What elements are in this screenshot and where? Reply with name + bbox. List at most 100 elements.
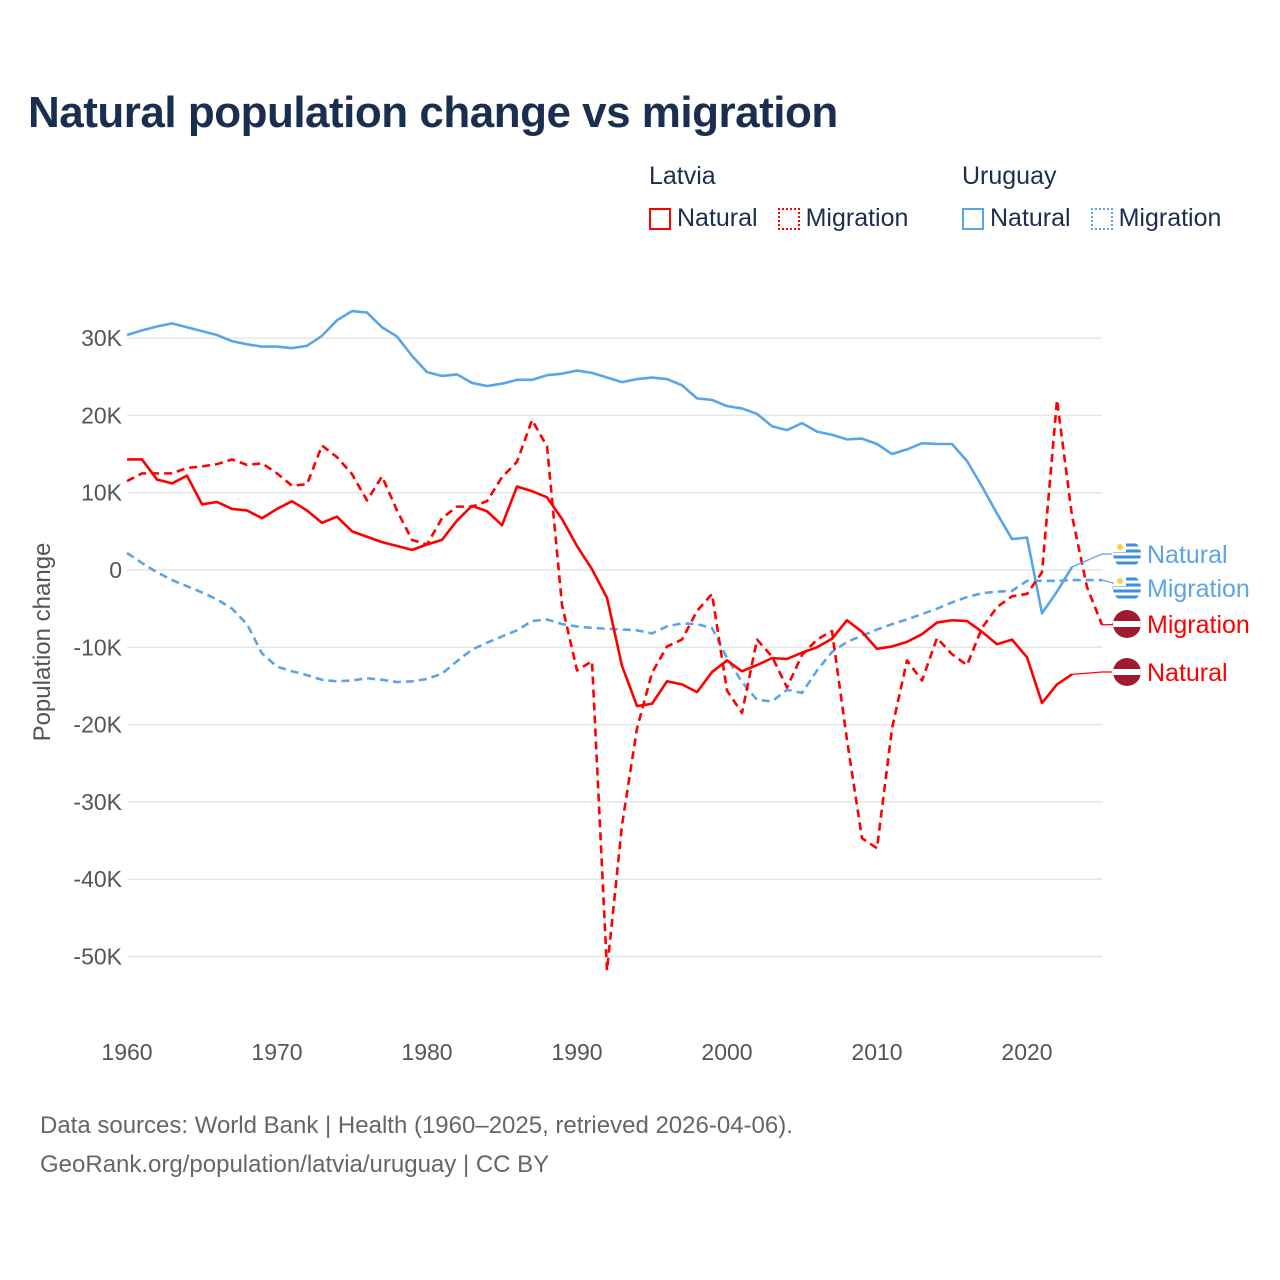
data-point[interactable] [304, 672, 310, 678]
data-point[interactable] [154, 324, 160, 330]
data-point[interactable] [274, 506, 280, 512]
data-point[interactable] [289, 345, 295, 351]
data-point[interactable] [409, 537, 415, 543]
legend-item-latvia-migration[interactable]: Migration [777, 204, 908, 233]
data-point[interactable] [334, 514, 340, 520]
data-point[interactable] [139, 327, 145, 333]
data-point[interactable] [739, 679, 745, 685]
data-point[interactable] [259, 515, 265, 521]
data-point[interactable] [544, 616, 550, 622]
data-point[interactable] [799, 650, 805, 656]
data-point[interactable] [544, 372, 550, 378]
data-point[interactable] [919, 611, 925, 617]
data-point[interactable] [619, 627, 625, 633]
data-point[interactable] [229, 338, 235, 344]
data-point[interactable] [784, 656, 790, 662]
data-point[interactable] [634, 627, 640, 633]
data-point[interactable] [199, 463, 205, 469]
data-point[interactable] [1009, 536, 1015, 542]
data-point[interactable] [1024, 654, 1030, 660]
data-point[interactable] [499, 381, 505, 387]
data-point[interactable] [484, 383, 490, 389]
data-point[interactable] [574, 368, 580, 374]
data-point[interactable] [649, 630, 655, 636]
data-point[interactable] [244, 507, 250, 513]
data-point[interactable] [694, 395, 700, 401]
data-point[interactable] [199, 501, 205, 507]
data-point[interactable] [874, 646, 880, 652]
data-point[interactable] [889, 725, 895, 731]
data-point[interactable] [304, 481, 310, 487]
data-point[interactable] [364, 310, 370, 316]
data-point[interactable] [334, 678, 340, 684]
data-point[interactable] [1084, 577, 1090, 583]
data-point[interactable] [814, 429, 820, 435]
data-point[interactable] [574, 623, 580, 629]
data-point[interactable] [1054, 578, 1060, 584]
data-point[interactable] [184, 473, 190, 479]
data-point[interactable] [529, 377, 535, 383]
data-point[interactable] [259, 650, 265, 656]
data-point[interactable] [244, 462, 250, 468]
data-point[interactable] [1069, 577, 1075, 583]
data-point[interactable] [484, 508, 490, 514]
data-point[interactable] [424, 369, 430, 375]
data-point[interactable] [529, 488, 535, 494]
data-point[interactable] [859, 436, 865, 442]
data-point[interactable] [184, 465, 190, 471]
data-point[interactable] [619, 379, 625, 385]
data-point[interactable] [859, 835, 865, 841]
data-point[interactable] [829, 432, 835, 438]
data-point[interactable] [364, 497, 370, 503]
data-point[interactable] [844, 639, 850, 645]
data-point[interactable] [904, 446, 910, 452]
data-point[interactable] [379, 677, 385, 683]
series-line-latvia-migration[interactable] [126, 398, 1104, 972]
data-point[interactable] [349, 308, 355, 314]
data-point[interactable] [604, 967, 610, 973]
data-point[interactable] [1054, 681, 1060, 687]
data-point[interactable] [1024, 591, 1030, 597]
data-point[interactable] [289, 668, 295, 674]
data-point[interactable] [754, 662, 760, 668]
data-point[interactable] [169, 577, 175, 583]
legend-item-latvia-natural[interactable]: Natural [649, 204, 758, 233]
data-point[interactable] [979, 590, 985, 596]
data-point[interactable] [544, 494, 550, 500]
data-point[interactable] [589, 566, 595, 572]
data-point[interactable] [529, 618, 535, 624]
legend-item-uruguay-natural[interactable]: Natural [962, 204, 1071, 233]
data-point[interactable] [274, 664, 280, 670]
data-point[interactable] [319, 443, 325, 449]
data-point[interactable] [379, 539, 385, 545]
data-point[interactable] [619, 822, 625, 828]
data-point[interactable] [289, 483, 295, 489]
data-point[interactable] [649, 670, 655, 676]
data-point[interactable] [514, 484, 520, 490]
data-point[interactable] [814, 667, 820, 673]
data-point[interactable] [214, 332, 220, 338]
data-point[interactable] [184, 583, 190, 589]
data-point[interactable] [994, 589, 1000, 595]
data-point[interactable] [214, 461, 220, 467]
data-point[interactable] [769, 423, 775, 429]
data-point[interactable] [934, 620, 940, 626]
data-point[interactable] [889, 451, 895, 457]
data-point[interactable] [274, 470, 280, 476]
data-point[interactable] [694, 608, 700, 614]
data-point[interactable] [649, 375, 655, 381]
data-point[interactable] [964, 458, 970, 464]
data-point[interactable] [229, 506, 235, 512]
data-point[interactable] [139, 560, 145, 566]
data-point[interactable] [784, 427, 790, 433]
data-point[interactable] [424, 676, 430, 682]
data-point[interactable] [709, 669, 715, 675]
data-point[interactable] [889, 621, 895, 627]
data-point[interactable] [859, 629, 865, 635]
data-point[interactable] [484, 498, 490, 504]
data-point[interactable] [409, 353, 415, 359]
data-point[interactable] [574, 543, 580, 549]
data-point[interactable] [364, 534, 370, 540]
data-point[interactable] [1054, 589, 1060, 595]
data-point[interactable] [454, 504, 460, 510]
